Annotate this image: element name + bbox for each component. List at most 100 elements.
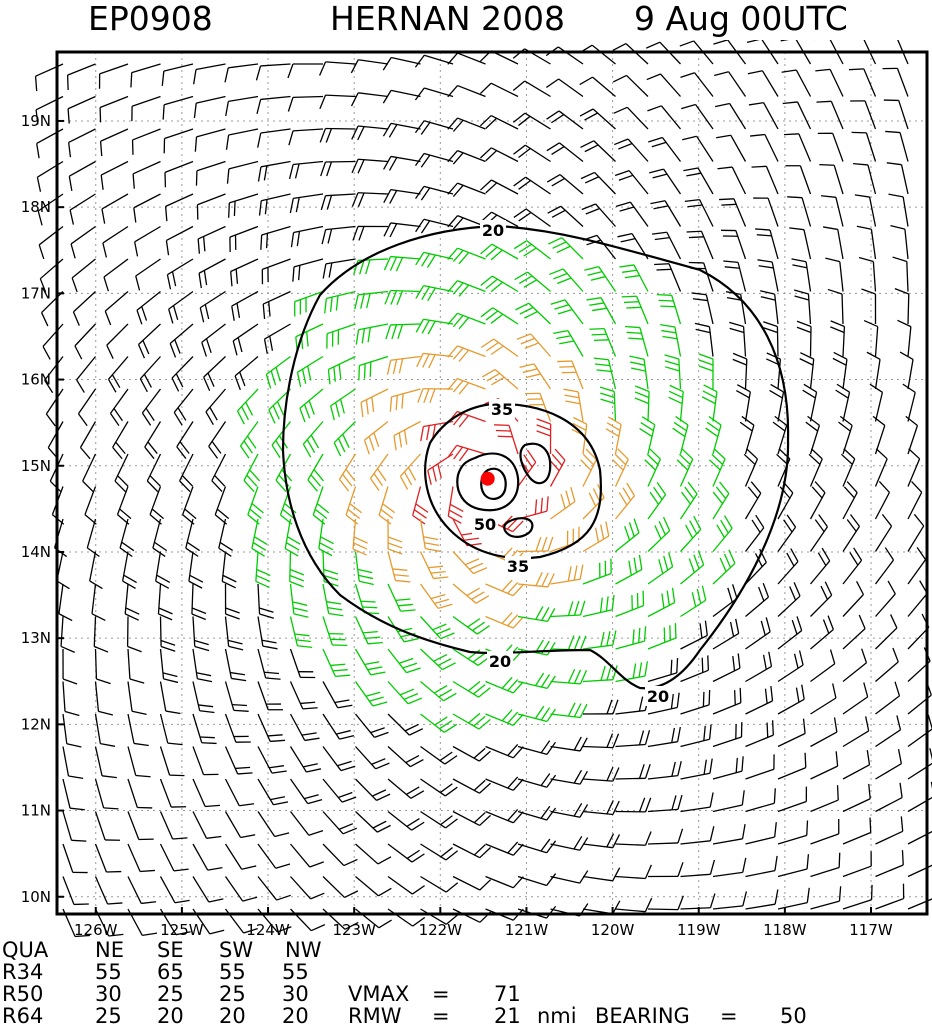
barb-shaft [492, 276, 518, 291]
barb-feather [399, 359, 402, 374]
barb-shaft [648, 495, 666, 519]
barb-shaft [358, 159, 388, 161]
barb-feather [437, 629, 451, 635]
barb-shaft [226, 877, 243, 902]
barb-shaft [71, 227, 95, 244]
barb-feather [902, 850, 903, 865]
barb-shaft [150, 487, 160, 515]
barb-feather [716, 135, 731, 137]
wind-barb [320, 128, 355, 142]
wind-barb [313, 487, 329, 525]
barb-feather [240, 372, 245, 386]
wind-barb [553, 331, 583, 357]
barb-feather [650, 201, 665, 204]
barb-shaft [713, 906, 743, 909]
barb-feather [465, 559, 479, 565]
barb-feather [627, 332, 642, 333]
wind-barb [59, 584, 72, 621]
barb-shaft [359, 324, 388, 330]
wind-barb [770, 384, 784, 421]
barb-feather [159, 608, 173, 614]
barb-shaft [778, 631, 802, 649]
barb-shaft [486, 812, 514, 823]
barb-feather [541, 674, 549, 687]
barb-shaft [778, 527, 796, 551]
wind-barb [583, 734, 619, 748]
barb-feather [415, 121, 424, 133]
barb-shaft [356, 844, 378, 864]
barb-feather [527, 450, 535, 462]
barb-shaft [458, 151, 486, 162]
wind-barb [320, 62, 356, 76]
wind-barb [394, 422, 421, 451]
barb-feather [547, 906, 556, 918]
wind-barb [648, 482, 666, 519]
barb-feather [742, 416, 754, 425]
barb-shaft [358, 93, 388, 97]
barb-shaft [388, 649, 406, 673]
barb-feather [879, 481, 889, 492]
barb-feather [366, 260, 370, 274]
barb-feather [592, 308, 607, 310]
wind-barb [884, 100, 908, 129]
wind-barb [583, 631, 616, 649]
barb-feather [421, 122, 430, 134]
barb-feather [630, 356, 645, 359]
barb-feather [163, 673, 177, 677]
wind-barb [518, 906, 556, 918]
barb-feather [601, 666, 605, 680]
barb-feather [839, 886, 840, 901]
wind-barb [453, 779, 490, 793]
wind-barb [291, 844, 324, 867]
wind-barb [258, 682, 283, 710]
barb-feather [597, 370, 612, 372]
barb-feather [704, 385, 717, 392]
barb-shaft [90, 552, 96, 581]
wind-barb [258, 584, 274, 618]
wind-barb [204, 357, 226, 391]
wind-barb [352, 159, 388, 173]
wind-barb [729, 322, 745, 356]
barb-feather [324, 570, 338, 574]
barb-shaft [68, 64, 96, 75]
barb-shaft [713, 459, 725, 486]
wind-barb [303, 422, 323, 458]
wind-barb [128, 812, 154, 840]
wind-barb [797, 321, 811, 356]
barb-feather [418, 389, 423, 403]
barb-shaft [72, 259, 95, 278]
barb-feather [433, 467, 436, 481]
wind-barb [166, 194, 193, 221]
wind-barb [356, 844, 392, 864]
wind-barb [800, 353, 814, 389]
barb-shaft [421, 877, 447, 893]
barb-feather [402, 394, 403, 409]
barb-feather [655, 238, 670, 240]
wind-barb [706, 417, 721, 454]
wind-barb [616, 519, 639, 552]
barb-feather [647, 106, 661, 111]
barb-shaft [193, 649, 197, 679]
lon-tick-label: 121W [505, 921, 549, 938]
barb-feather [359, 366, 360, 381]
wind-barb [752, 166, 778, 194]
barb-feather [87, 548, 99, 557]
barb-feather [616, 202, 630, 206]
barb-feather [379, 515, 391, 524]
barb-shaft [291, 877, 311, 899]
barb-feather [535, 499, 536, 514]
barb-feather [787, 553, 794, 566]
barb-feather [854, 548, 862, 561]
barb-shaft [908, 526, 924, 552]
barb-feather [797, 321, 811, 326]
barb-feather [109, 379, 116, 392]
barb-feather [174, 869, 189, 871]
barb-feather [335, 675, 350, 676]
wind-barb [606, 417, 621, 454]
barb-feather [888, 581, 895, 594]
wind-barb [811, 717, 837, 746]
barb-feather [146, 408, 154, 420]
barb-shaft [640, 328, 648, 357]
wind-barb [128, 779, 152, 808]
barb-feather [703, 391, 716, 398]
